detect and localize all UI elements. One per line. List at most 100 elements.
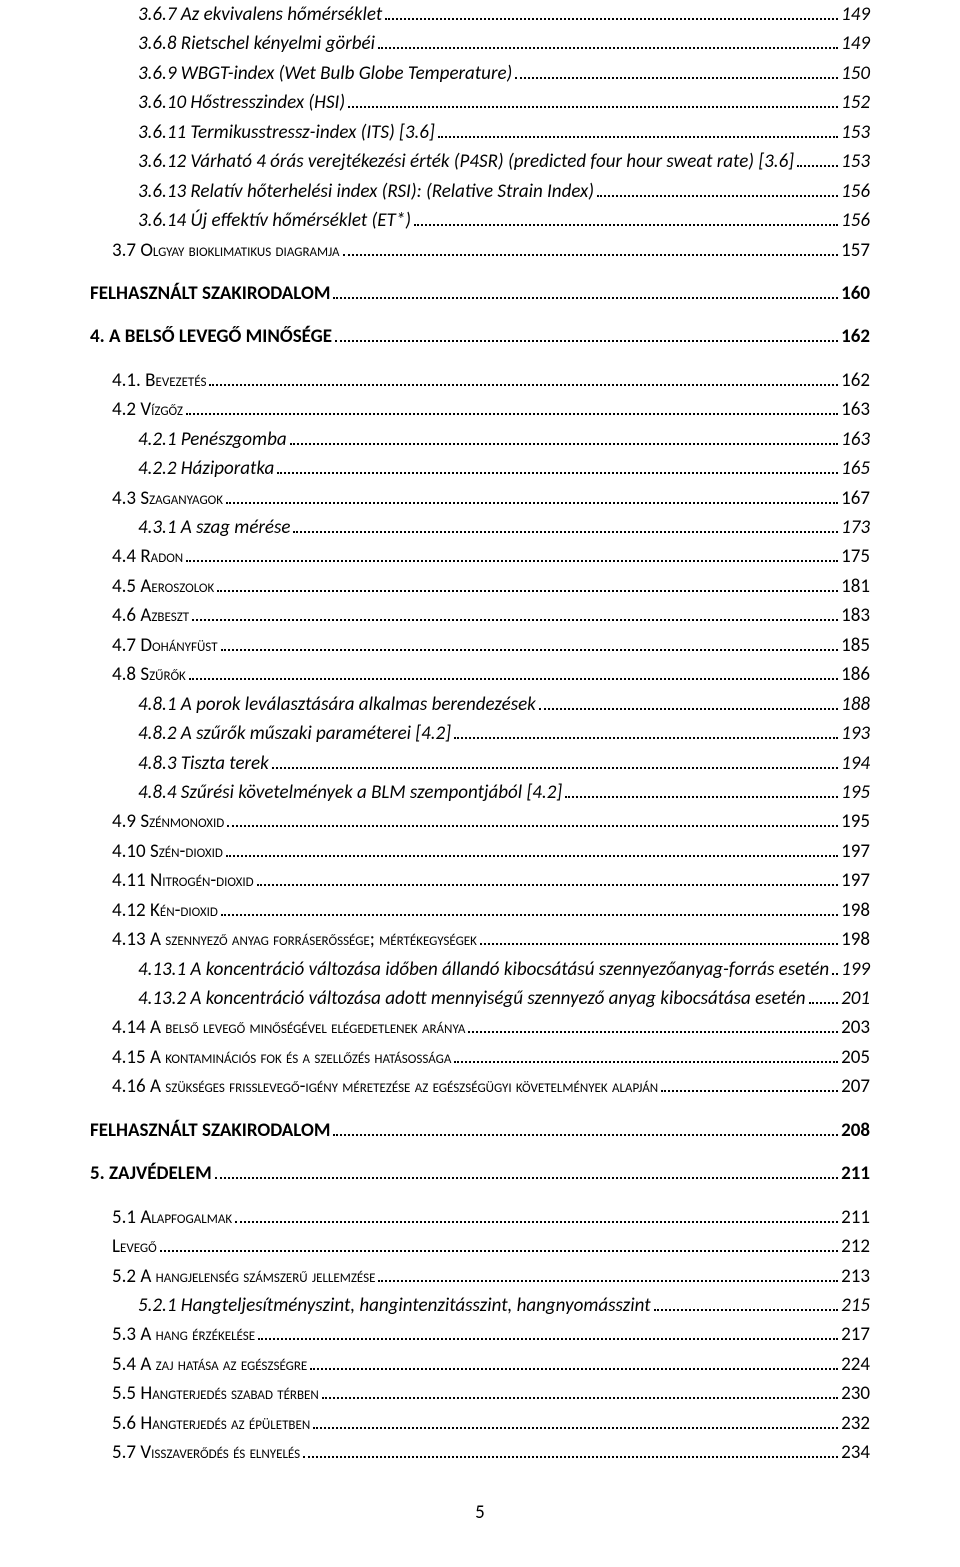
toc-page-number: 198 <box>841 925 870 954</box>
toc-entry: 5.2.1 Hangteljesítményszint, hangintenzi… <box>90 1291 870 1320</box>
toc-page-number: 149 <box>841 0 870 29</box>
toc-entry: 4.3 Szaganyagok167 <box>90 484 870 513</box>
toc-leader-dots <box>258 1324 838 1340</box>
toc-entry: 4.12 Kén-dioxid198 <box>90 896 870 925</box>
toc-label: 4.12 Kén-dioxid <box>112 896 218 925</box>
toc-label: 4.8.3 Tiszta terek <box>138 749 269 778</box>
toc-entry: 3.6.14 Új effektív hőmérséklet (ET*)156 <box>90 206 870 235</box>
toc-page-number: 153 <box>841 118 870 147</box>
toc-page-number: 199 <box>841 955 870 984</box>
toc-label: 4.10 Szén-dioxid <box>112 837 223 866</box>
toc-page-number: 207 <box>841 1072 870 1101</box>
toc-label: 4.2.2 Háziporatka <box>138 454 274 483</box>
toc-page-number: 150 <box>841 59 870 88</box>
toc-label: 4.8.2 A szűrők műszaki paraméterei [4.2] <box>138 719 451 748</box>
toc-page-number: 186 <box>841 660 870 689</box>
toc-label: 4.16 A szükséges frisslevegő-igény méret… <box>112 1072 658 1101</box>
toc-entry: 4.6 Azbeszt183 <box>90 601 870 630</box>
toc-entry: 3.6.11 Termikusstressz-index (ITS) [3.6]… <box>90 118 870 147</box>
toc-list: 3.6.7 Az ekvivalens hőmérséklet 1493.6.8 … <box>90 0 870 1468</box>
toc-page-number: 156 <box>841 177 870 206</box>
toc-entry: 3.6.9 WBGT-index (Wet Bulb Globe Tempera… <box>90 59 870 88</box>
toc-entry: 4.3.1 A szag mérése173 <box>90 513 870 542</box>
toc-leader-dots <box>160 1236 838 1252</box>
toc-label: 3.6.14 Új effektív hőmérséklet (ET*) <box>138 206 411 235</box>
toc-label: 4.8 Szűrők <box>112 660 186 689</box>
toc-page-number: 194 <box>841 749 870 778</box>
toc-entry: 4.2.1 Penészgomba163 <box>90 425 870 454</box>
toc-label: 3.6.7 Az ekvivalens hőmérséklet <box>138 0 382 29</box>
toc-leader-dots <box>468 1017 838 1033</box>
toc-entry: 3.7 Olgyay bioklimatikus diagramja157 <box>90 236 870 265</box>
toc-entry: 4.2.2 Háziporatka165 <box>90 454 870 483</box>
toc-entry: 4.8.4 Szűrési követelmények a BLM szempo… <box>90 778 870 807</box>
toc-label: 3.6.11 Termikusstressz-index (ITS) [3.6] <box>138 118 435 147</box>
toc-page-number: 213 <box>841 1262 870 1291</box>
toc-leader-dots <box>661 1076 838 1092</box>
toc-label: 5.1 Alapfogalmak <box>112 1203 232 1232</box>
toc-leader-dots <box>313 1412 838 1428</box>
toc-page-number: 160 <box>841 279 870 308</box>
toc-entry: 3.6.8 Rietschel kényelmi görbéi149 <box>90 29 870 58</box>
toc-page-number: 149 <box>841 29 870 58</box>
toc-page-number: 234 <box>841 1438 870 1467</box>
toc-leader-dots <box>293 517 838 533</box>
toc-entry: 4.5 Aeroszolok181 <box>90 572 870 601</box>
toc-leader-dots <box>454 723 838 739</box>
toc-page-number: 208 <box>841 1116 870 1145</box>
toc-label: 5.2.1 Hangteljesítményszint, hangintenzi… <box>138 1291 651 1320</box>
toc-entry: FELHASZNÁLT SZAKIRODALOM 208 <box>90 1116 870 1145</box>
toc-page-number: 224 <box>841 1350 870 1379</box>
toc-entry: 4.10 Szén-dioxid197 <box>90 837 870 866</box>
toc-leader-dots <box>221 635 839 651</box>
toc-label: 4.5 Aeroszolok <box>112 572 214 601</box>
toc-leader-dots <box>189 664 838 680</box>
toc-page-number: 205 <box>841 1043 870 1072</box>
toc-label: 4.13.1 A koncentráció változása időben á… <box>138 955 829 984</box>
toc-page-number: 212 <box>841 1232 870 1261</box>
toc-entry: 4.4 Radon175 <box>90 542 870 571</box>
toc-label: 5.6 Hangterjedés az épületben <box>112 1409 310 1438</box>
toc-page-number: 162 <box>841 322 870 351</box>
toc-leader-dots <box>257 870 838 886</box>
toc-label: 4. A BELSŐ LEVEGŐ MINŐSÉGE <box>90 322 332 351</box>
toc-label: 3.6.13 Relatív hőterhelési index (RSI): … <box>138 177 594 206</box>
toc-page-number: 195 <box>841 807 870 836</box>
toc-entry: 5.6 Hangterjedés az épületben 232 <box>90 1409 870 1438</box>
toc-leader-dots <box>385 4 838 20</box>
toc-label: 4.15 A kontaminációs fok és a szellőzés … <box>112 1043 451 1072</box>
toc-page-number: 163 <box>841 425 870 454</box>
toc-leader-dots <box>290 428 839 444</box>
toc-entry: 4.13 A szennyező anyag forráserőssége; m… <box>90 925 870 954</box>
toc-leader-dots <box>186 546 838 562</box>
toc-leader-dots <box>797 151 838 167</box>
toc-leader-dots <box>192 605 838 621</box>
toc-label: 4.9 Szénmonoxid <box>112 807 224 836</box>
toc-leader-dots <box>186 399 838 415</box>
toc-label: FELHASZNÁLT SZAKIRODALOM <box>90 279 330 308</box>
toc-entry: 3.6.7 Az ekvivalens hőmérséklet 149 <box>90 0 870 29</box>
toc-page-number: 153 <box>841 147 870 176</box>
toc-label: 3.6.10 Hőstresszindex (HSI) <box>138 88 345 117</box>
toc-label: 5.4 A zaj hatása az egészségre <box>112 1350 307 1379</box>
toc-label: FELHASZNÁLT SZAKIRODALOM <box>90 1116 330 1145</box>
toc-label: 4.14 A belső levegő minőségével elégedet… <box>112 1013 465 1042</box>
toc-label: 4.13.2 A koncentráció változása adott me… <box>138 984 806 1013</box>
toc-entry: 5.1 Alapfogalmak211 <box>90 1203 870 1232</box>
toc-entry: Levegő212 <box>90 1232 870 1261</box>
toc-label: 4.3 Szaganyagok <box>112 484 223 513</box>
toc-entry: 5.2 A hangjelenség számszerű jellemzése2… <box>90 1262 870 1291</box>
toc-leader-dots <box>454 1047 838 1063</box>
toc-entry: 4.8.2 A szűrők műszaki paraméterei [4.2]… <box>90 719 870 748</box>
toc-entry: 5.7 Visszaverődés és elnyelés234 <box>90 1438 870 1467</box>
toc-page-number: 232 <box>841 1409 870 1438</box>
toc-leader-dots <box>333 1120 838 1136</box>
toc-entry: 4.1. Bevezetés162 <box>90 366 870 395</box>
toc-label: 3.6.9 WBGT-index (Wet Bulb Globe Tempera… <box>138 59 512 88</box>
toc-label: 4.8.4 Szűrési követelmények a BLM szempo… <box>138 778 562 807</box>
toc-leader-dots <box>303 1442 838 1458</box>
toc-leader-dots <box>322 1383 838 1399</box>
toc-leader-dots <box>565 782 838 798</box>
toc-entry: 4.8.3 Tiszta terek 194 <box>90 749 870 778</box>
toc-leader-dots <box>597 180 838 196</box>
